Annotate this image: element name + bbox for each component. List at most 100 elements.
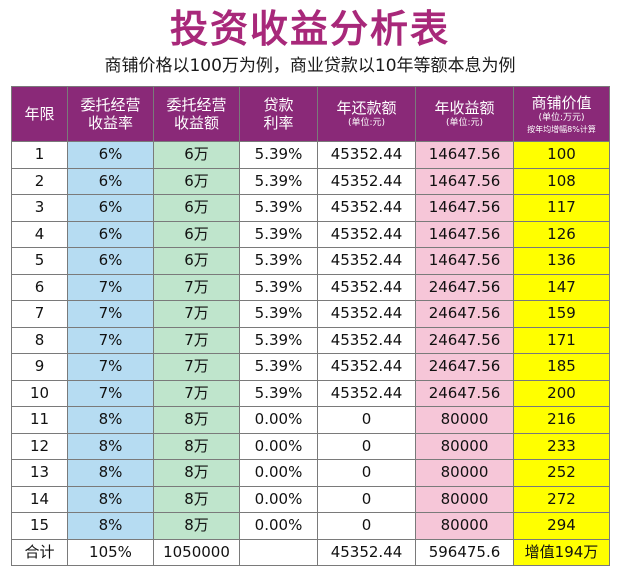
table-row: 9 7% 7万 5.39% 45352.44 24647.56 185 — [11, 353, 610, 381]
cell-annual-income: 14647.56 — [415, 194, 514, 222]
cell-year: 15 — [11, 512, 68, 540]
cell-annual-repayment: 0 — [317, 459, 416, 487]
cell-shop-value: 159 — [513, 300, 610, 328]
header-unit: (单位:元) — [347, 118, 386, 128]
analysis-table: 年限 委托经营 收益率 委托经营 收益额 贷款 利率 年还款额 (单位:元) 年收益额 (单位:元)… — [11, 86, 610, 566]
cell-annual-income: 80000 — [415, 432, 514, 460]
cell-annual-income: 80000 — [415, 406, 514, 434]
table-row: 7 7% 7万 5.39% 45352.44 24647.56 159 — [11, 300, 610, 328]
cell-loan-rate: 5.39% — [239, 167, 318, 195]
cell-entrust-amount: 7万 — [153, 326, 240, 354]
cell-year: 14 — [11, 485, 68, 513]
cell-year: 5 — [11, 247, 68, 275]
header-label: 收益率 — [87, 114, 133, 132]
table-row: 1 6% 6万 5.39% 45352.44 14647.56 100 — [11, 141, 610, 169]
cell-annual-income: 14647.56 — [415, 220, 514, 248]
cell-shop-value: 136 — [513, 247, 610, 275]
cell-year: 9 — [11, 353, 68, 381]
cell-annual-repayment: 0 — [317, 406, 416, 434]
cell-annual-repayment: 45352.44 — [317, 220, 416, 248]
cell-entrust-rate: 6% — [67, 247, 154, 275]
cell-entrust-amount: 6万 — [153, 141, 240, 169]
cell-entrust-amount: 8万 — [153, 485, 240, 513]
cell-loan-rate: 5.39% — [239, 220, 318, 248]
cell-entrust-amount: 7万 — [153, 273, 240, 301]
cell-annual-income: 24647.56 — [415, 273, 514, 301]
cell-entrust-amount: 8万 — [153, 459, 240, 487]
cell-shop-value: 108 — [513, 167, 610, 195]
cell-annual-income: 14647.56 — [415, 247, 514, 275]
cell-entrust-amount: 7万 — [153, 379, 240, 407]
cell-year: 12 — [11, 432, 68, 460]
cell-year: 3 — [11, 194, 68, 222]
cell-loan-rate: 0.00% — [239, 432, 318, 460]
table-row: 5 6% 6万 5.39% 45352.44 14647.56 136 — [11, 247, 610, 275]
cell-loan-rate: 0.00% — [239, 406, 318, 434]
cell-shop-value: 233 — [513, 432, 610, 460]
cell-entrust-rate: 7% — [67, 379, 154, 407]
table-header-row: 年限 委托经营 收益率 委托经营 收益额 贷款 利率 年还款额 (单位:元) 年收益额 (单位:元)… — [11, 86, 610, 142]
table-row: 15 8% 8万 0.00% 0 80000 294 — [11, 512, 610, 540]
cell-shop-value: 185 — [513, 353, 610, 381]
cell-annual-repayment: 45352.44 — [317, 194, 416, 222]
cell-entrust-rate: 7% — [67, 300, 154, 328]
cell-entrust-amount: 6万 — [153, 220, 240, 248]
cell-loan-rate: 0.00% — [239, 485, 318, 513]
header-label: 贷款 — [263, 96, 294, 114]
cell-annual-repayment: 45352.44 — [317, 353, 416, 381]
cell-annual-repayment: 45352.44 — [317, 273, 416, 301]
table-body: 1 6% 6万 5.39% 45352.44 14647.56 100 2 6% 6万 5.39% 4… — [11, 141, 610, 566]
cell-entrust-amount: 6万 — [153, 194, 240, 222]
total-cell-entrust-amount: 1050000 — [153, 538, 240, 566]
cell-annual-income: 24647.56 — [415, 300, 514, 328]
cell-shop-value: 200 — [513, 379, 610, 407]
cell-annual-income: 80000 — [415, 512, 514, 540]
header-entrust-amount: 委托经营 收益额 — [153, 86, 240, 142]
header-label: 商铺价值 — [531, 93, 592, 112]
cell-year: 6 — [11, 273, 68, 301]
cell-shop-value: 100 — [513, 141, 610, 169]
cell-annual-repayment: 0 — [317, 432, 416, 460]
cell-entrust-rate: 6% — [67, 194, 154, 222]
cell-year: 1 — [11, 141, 68, 169]
table-row: 8 7% 7万 5.39% 45352.44 24647.56 171 — [11, 326, 610, 354]
header-label: 年收益额 — [434, 99, 495, 117]
header-label: 委托经营 — [166, 96, 227, 114]
header-annual-income: 年收益额 (单位:元) — [415, 86, 514, 142]
cell-annual-income: 14647.56 — [415, 167, 514, 195]
total-cell-year: 合计 — [11, 538, 68, 566]
cell-annual-repayment: 0 — [317, 485, 416, 513]
cell-annual-income: 24647.56 — [415, 379, 514, 407]
cell-annual-repayment: 45352.44 — [317, 379, 416, 407]
cell-shop-value: 117 — [513, 194, 610, 222]
cell-loan-rate: 5.39% — [239, 194, 318, 222]
cell-entrust-amount: 7万 — [153, 300, 240, 328]
header-unit: (单位:元) — [445, 118, 484, 128]
header-loan-rate: 贷款 利率 — [239, 86, 318, 142]
cell-entrust-rate: 8% — [67, 485, 154, 513]
header-label: 年还款额 — [336, 99, 397, 117]
header-note: 按年均增幅8%计算 — [527, 124, 596, 134]
cell-annual-repayment: 45352.44 — [317, 167, 416, 195]
cell-loan-rate: 5.39% — [239, 247, 318, 275]
cell-annual-income: 24647.56 — [415, 353, 514, 381]
table-row: 4 6% 6万 5.39% 45352.44 14647.56 126 — [11, 220, 610, 248]
table-row: 12 8% 8万 0.00% 0 80000 233 — [11, 432, 610, 460]
page-subtitle: 商铺价格以100万为例，商业贷款以10年等额本息为例 — [104, 56, 516, 76]
cell-loan-rate: 0.00% — [239, 459, 318, 487]
cell-loan-rate: 0.00% — [239, 512, 318, 540]
total-cell-entrust-rate: 105% — [67, 538, 154, 566]
header-label: 年限 — [24, 105, 55, 123]
cell-annual-income: 80000 — [415, 485, 514, 513]
cell-entrust-amount: 6万 — [153, 247, 240, 275]
page-title: 投资收益分析表 — [169, 7, 450, 51]
cell-entrust-rate: 6% — [67, 167, 154, 195]
table-row: 3 6% 6万 5.39% 45352.44 14647.56 117 — [11, 194, 610, 222]
cell-annual-repayment: 45352.44 — [317, 326, 416, 354]
header-entrust-rate: 委托经营 收益率 — [67, 86, 154, 142]
cell-loan-rate: 5.39% — [239, 353, 318, 381]
cell-entrust-rate: 6% — [67, 141, 154, 169]
header-annual-repayment: 年还款额 (单位:元) — [317, 86, 416, 142]
cell-loan-rate: 5.39% — [239, 326, 318, 354]
